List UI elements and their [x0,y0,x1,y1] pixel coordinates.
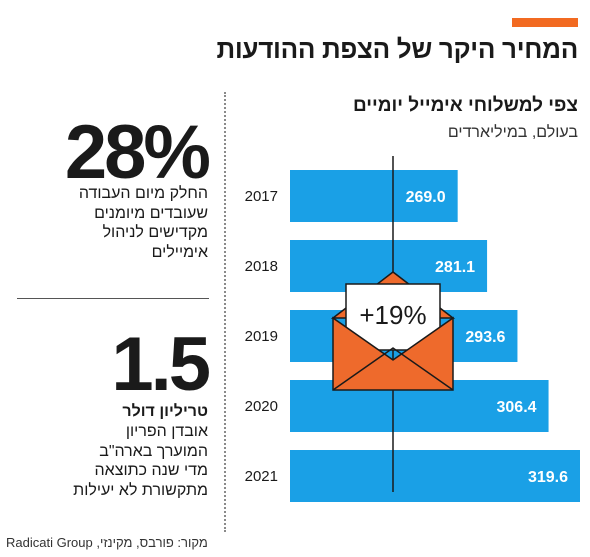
page-title: המחיר היקר של הצפת ההודעות [216,34,579,64]
stat-trillion-description: אובדן הפריון המוערך בארה"ב מדי שנה כתוצא… [18,422,208,500]
column-divider [224,92,226,532]
category-label: 2021 [245,468,278,485]
chart-subtitle: בעולם, במיליארדים [447,124,578,141]
stat-percent-line: אימיילים [151,243,208,261]
category-label: 2020 [245,398,278,415]
value-label: 306.4 [497,399,537,416]
stat-percent-value: 28% [64,110,211,195]
category-label: 2019 [245,328,278,345]
envelope-icon [330,271,456,391]
stat-trillion-line: המוערך בארה"ב [99,442,208,460]
annotation-label: +19% [359,300,426,330]
stat-trillion-unit: טריליון דולר [122,403,208,420]
stats-divider [17,298,209,299]
stat-percent-description: החלק מיום העבודה שעובדים מיומנים מקדישים… [18,184,208,262]
growth-annotation: +19% [330,156,456,492]
bar-2017 [290,170,458,222]
source-note: מקור: פורבס, מקינזי, Radicati Group [6,535,208,550]
value-label: 293.6 [465,329,505,346]
stat-percent-line: החלק מיום העבודה [78,185,208,202]
value-label: 281.1 [435,259,475,276]
stat-trillion-line: מתקשורת לא יעילות [73,481,208,499]
category-label: 2017 [245,188,278,205]
stat-trillion-value: 1.5 [111,322,211,407]
value-label: 269.0 [406,189,446,206]
chart-title: צפי למשלוחי אימייל יומיים [352,95,578,116]
header-accent-bar [512,18,578,27]
stat-trillion-line: אובדן הפריון [125,423,208,440]
value-label: 319.6 [528,469,568,486]
category-label: 2018 [245,258,278,275]
stat-trillion-line: מדי שנה כתוצאה [94,462,208,479]
stat-percent-line: שעובדים מיומנים [94,204,208,222]
stat-percent-line: מקדישים לניהול [102,224,208,241]
bar-2021 [290,450,580,502]
